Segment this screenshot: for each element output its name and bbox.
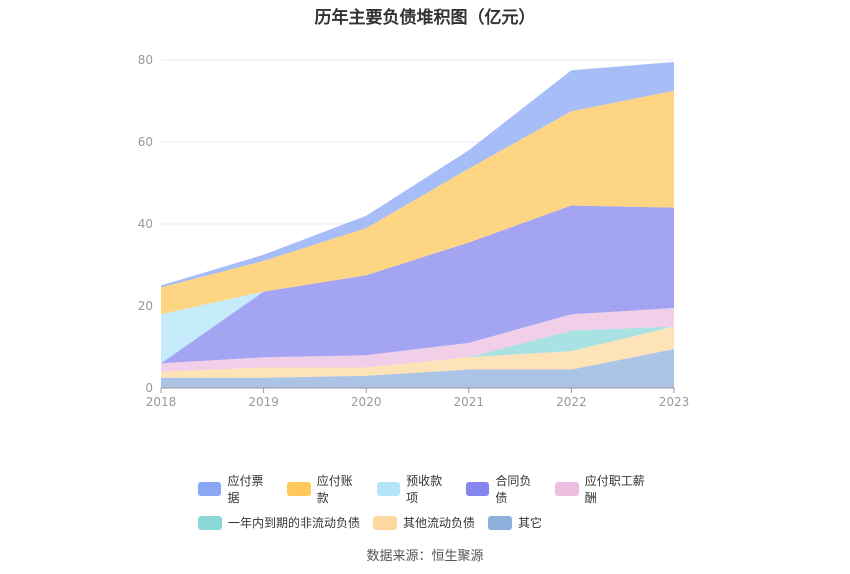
legend-swatch: [373, 515, 398, 530]
y-tick-label: 60: [138, 135, 153, 149]
area-1: [161, 326, 674, 378]
area-7: [161, 62, 674, 288]
legend-item[interactable]: 合同负债: [465, 472, 542, 506]
x-tick-label: 2023: [659, 395, 690, 409]
legend-label: 其他流动负债: [403, 516, 476, 530]
legend-label: 一年内到期的非流动负债: [228, 516, 361, 530]
legend-item[interactable]: 应付账款: [287, 472, 363, 506]
legend-row: 应付票据 应付账款 预收款项 合同负债 应付职工薪酬: [198, 472, 668, 506]
legend-item[interactable]: 一年内到期的非流动负债: [198, 514, 360, 531]
legend-item[interactable]: 其他流动负债: [373, 514, 475, 531]
area-6: [161, 90, 674, 315]
x-tick-label: 2019: [248, 395, 279, 409]
chart-title: 历年主要负债堆积图（亿元）: [314, 8, 536, 28]
legend-item[interactable]: 应付票据: [198, 472, 274, 506]
area-4: [161, 205, 674, 364]
x-tick-label: 2018: [146, 395, 177, 409]
data-source: 数据来源：恒生聚源: [366, 549, 484, 564]
legend-label: 应付职工薪酬: [584, 474, 645, 505]
y-tick-label: 80: [138, 53, 153, 67]
legend-swatch: [198, 482, 222, 496]
axes: 0 20 40 60 80 2018 2019 2020 2021 2022 2023: [138, 53, 690, 409]
area-0: [161, 349, 674, 388]
area-2: [161, 326, 674, 372]
legend-swatch: [198, 515, 222, 530]
legend-label: 应付账款: [316, 474, 353, 505]
legend-row: 一年内到期的非流动负债 其他流动负债 其它: [198, 514, 668, 531]
area-3: [161, 308, 674, 372]
stacked-areas: [161, 62, 674, 388]
legend-label: 预收款项: [406, 474, 443, 505]
x-tick-label: 2020: [351, 395, 382, 409]
legend-label: 合同负债: [495, 474, 532, 505]
x-tick-label: 2021: [454, 395, 485, 409]
chart-legend: 应付票据 应付账款 预收款项 合同负债 应付职工薪酬一年内到期的非流动负债 其他流动负债 其…: [198, 472, 668, 539]
x-tick-label: 2022: [556, 395, 587, 409]
legend-swatch: [488, 515, 513, 530]
legend-label: 其它: [518, 516, 543, 530]
legend-label: 应付票据: [227, 474, 264, 505]
legend-swatch: [465, 482, 490, 496]
y-tick-label: 20: [138, 299, 153, 313]
legend-swatch: [376, 482, 401, 496]
legend-swatch: [555, 482, 579, 496]
y-tick-label: 40: [138, 217, 153, 231]
y-tick-label: 0: [145, 381, 153, 395]
legend-swatch: [287, 482, 311, 496]
legend-item[interactable]: 其它: [488, 514, 542, 531]
legend-item[interactable]: 预收款项: [376, 472, 453, 506]
legend-item[interactable]: 应付职工薪酬: [555, 472, 655, 506]
